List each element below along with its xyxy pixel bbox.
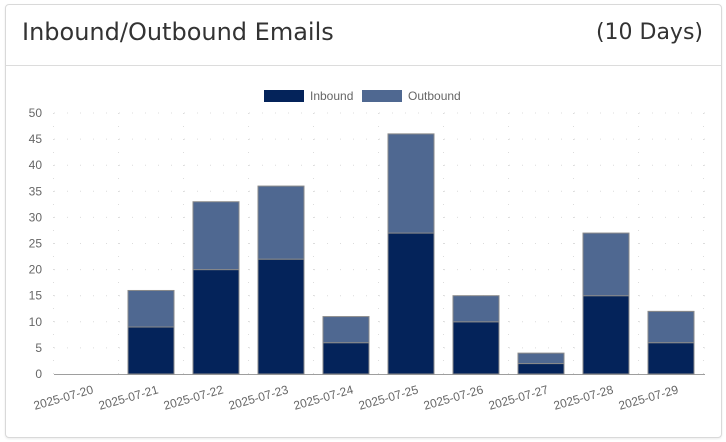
bar-outbound [647, 310, 695, 344]
bar-outbound [387, 133, 435, 234]
x-tick-label: 2025-07-28 [552, 382, 615, 412]
bar-outbound [127, 289, 175, 328]
x-tick-label: 2025-07-22 [162, 382, 225, 412]
bar-outbound [517, 352, 565, 365]
x-tick-label: 2025-07-25 [357, 382, 420, 412]
y-tick-label: 30 [29, 210, 43, 224]
panel-header: Inbound/Outbound Emails (10 Days) [6, 5, 721, 66]
y-tick-label: 20 [29, 263, 43, 277]
x-tick-label: 2025-07-20 [32, 382, 95, 412]
bar-inbound [647, 342, 695, 375]
y-tick-label: 40 [29, 158, 43, 172]
bar-outbound [192, 201, 240, 271]
bar-inbound [582, 295, 630, 375]
x-tick-label: 2025-07-26 [422, 382, 485, 412]
legend-outbound-swatch [362, 90, 402, 102]
bar-inbound [387, 232, 435, 375]
y-tick-label: 0 [35, 367, 42, 381]
x-tick-label: 2025-07-24 [292, 382, 355, 412]
bar-inbound [192, 269, 240, 375]
y-tick-label: 50 [29, 106, 43, 120]
y-tick-label: 5 [35, 341, 42, 355]
bar-outbound [452, 295, 500, 323]
legend-inbound-swatch [264, 90, 304, 102]
x-tick-label: 2025-07-23 [227, 382, 290, 412]
y-tick-label: 35 [29, 184, 43, 198]
bar-outbound [582, 232, 630, 297]
y-tick-label: 10 [29, 315, 43, 329]
bar-inbound [322, 342, 370, 375]
bar-inbound [452, 321, 500, 375]
x-tick-label: 2025-07-29 [617, 382, 680, 412]
bar-inbound [127, 326, 175, 375]
panel-title: Inbound/Outbound Emails [22, 18, 334, 46]
y-tick-label: 45 [29, 132, 43, 146]
bar-outbound [257, 185, 305, 260]
x-tick-label: 2025-07-27 [487, 382, 550, 412]
y-tick-label: 15 [29, 289, 43, 303]
x-tick-label: 2025-07-21 [97, 382, 160, 412]
y-tick-label: 25 [29, 237, 43, 251]
bar-outbound [322, 316, 370, 344]
bar-inbound [257, 258, 305, 375]
bar-inbound [517, 363, 565, 375]
legend-outbound-label: Outbound [408, 89, 461, 103]
legend-inbound-label: Inbound [310, 89, 353, 103]
date-range-label: (10 Days) [595, 20, 703, 45]
